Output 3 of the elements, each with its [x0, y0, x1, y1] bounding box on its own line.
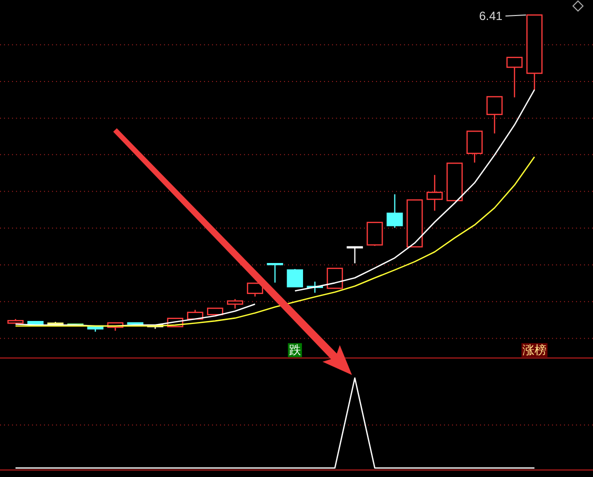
- text: 涨榜: [522, 343, 546, 358]
- text: 跌: [288, 343, 301, 358]
- annotation: 6.41: [479, 9, 503, 23]
